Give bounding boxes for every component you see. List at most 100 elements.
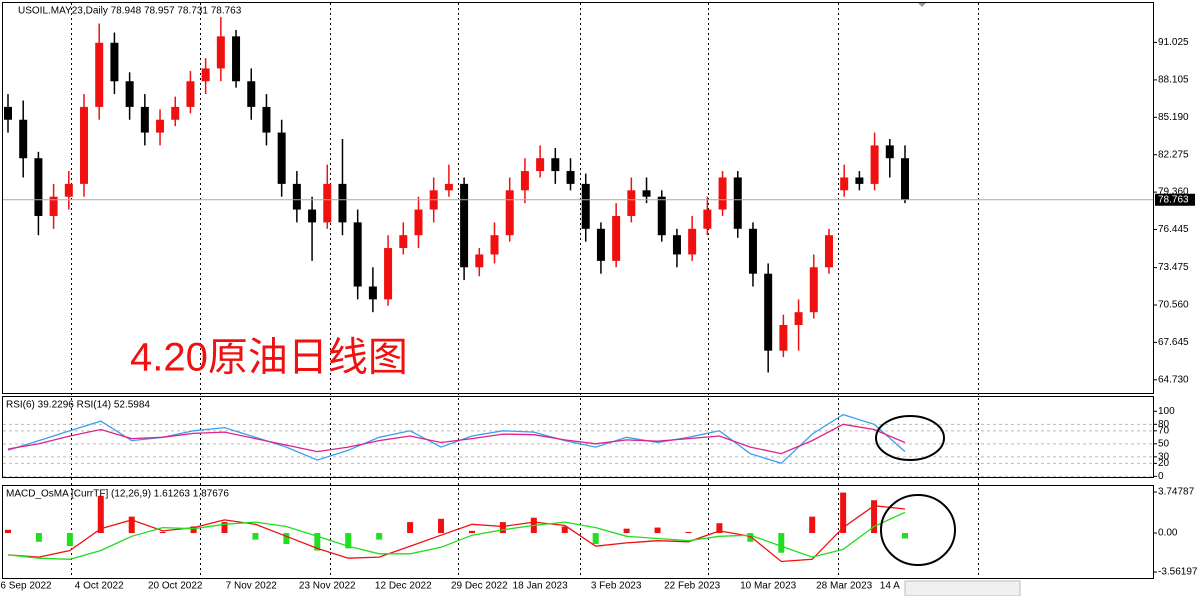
candle-body	[520, 171, 529, 191]
candle-body	[703, 209, 712, 229]
candle-body	[490, 235, 499, 255]
histogram-bar	[283, 533, 290, 544]
candle-body	[323, 183, 332, 223]
y-tick-label: -3.56197	[1158, 567, 1198, 578]
histogram-bar	[499, 522, 506, 534]
candle-body	[657, 196, 666, 236]
x-tick-label: 28 Mar 2023	[816, 581, 873, 592]
candle-body	[718, 177, 727, 210]
y-tick-label: 88.105	[1158, 75, 1189, 86]
candle-body	[840, 177, 849, 191]
candle-body	[642, 190, 651, 197]
macd-title: MACD_OsMA [CurrTF] (12,26,9) 1.61263 1.8…	[6, 489, 229, 500]
candle-body	[779, 325, 788, 351]
y-tick-label: 73.475	[1158, 262, 1189, 273]
indicator-line	[7, 511, 906, 560]
histogram-bar	[716, 523, 723, 534]
histogram-bar	[66, 533, 73, 547]
candle-body	[475, 254, 484, 268]
highlight-circle	[875, 415, 945, 461]
histogram-bar	[314, 533, 321, 551]
main-title: USOIL.MAY23,Daily 78.948 78.957 78.731 7…	[18, 6, 242, 17]
candle-body	[672, 235, 681, 255]
y-tick-label: 0.00	[1158, 528, 1178, 539]
candle-body	[596, 228, 605, 261]
candle-body	[125, 81, 134, 107]
candle-body	[308, 209, 317, 223]
histogram-bar	[685, 531, 692, 534]
x-tick-label: 12 Dec 2022	[375, 581, 432, 592]
histogram-bar	[871, 500, 878, 534]
candle-body	[688, 228, 697, 255]
candle-body	[186, 81, 195, 107]
candle-body	[551, 158, 560, 172]
y-tick-label: 79.360	[1158, 187, 1189, 198]
candle-body	[140, 106, 149, 133]
y-tick-label: 85.190	[1158, 112, 1189, 123]
y-tick-label: 0	[1158, 471, 1164, 482]
highlight-circle	[880, 494, 956, 566]
candle-body	[110, 42, 119, 82]
candle-body	[216, 36, 225, 69]
annotation: 4.20原油日线图	[130, 336, 408, 380]
plot-area: 64.730 67.645 70.560 73.475 76.445 79.360 82.2…	[0, 17, 1198, 592]
candle-body	[34, 158, 43, 216]
candle-body	[581, 183, 590, 229]
histogram-bar	[438, 518, 445, 534]
y-tick-label: 70.560	[1158, 300, 1189, 311]
y-tick-label: 30	[1158, 451, 1170, 462]
y-tick-label: 80	[1158, 419, 1170, 430]
y-tick-label: 70	[1158, 425, 1170, 436]
candle-body	[505, 190, 514, 236]
candle-body	[824, 235, 833, 268]
histogram-bar	[376, 533, 383, 540]
y-tick-label: 82.275	[1158, 149, 1189, 160]
candle-body	[460, 183, 469, 268]
candle-body	[277, 132, 286, 184]
candle-body	[338, 183, 347, 223]
histogram-bar	[345, 533, 352, 549]
candle-body	[870, 145, 879, 184]
main-frame	[2, 2, 1154, 394]
scroll-marker	[918, 3, 926, 7]
histogram-bar	[902, 533, 908, 539]
price-tag	[1155, 193, 1195, 206]
histogram-bar	[468, 530, 475, 534]
histogram-bar	[809, 516, 816, 534]
candle-body	[627, 190, 636, 216]
candle-body	[809, 267, 818, 313]
x-tick-label: 29 Dec 2022	[451, 581, 508, 592]
candle-body	[414, 209, 423, 236]
histogram-bar	[407, 522, 414, 534]
y-tick-label: 91.025	[1158, 37, 1189, 48]
histogram-bar	[840, 492, 847, 534]
x-tick-label: 3 Feb 2023	[591, 581, 642, 592]
panel-frames	[2, 2, 1154, 579]
candle-body	[262, 106, 271, 133]
y-tick-label: 3.74787	[1158, 487, 1195, 498]
candle-body	[444, 183, 453, 191]
period-separators	[71, 3, 979, 578]
histogram-bar	[159, 531, 166, 534]
candle-body	[95, 42, 104, 107]
macd-frame	[2, 485, 1154, 579]
candle-body	[4, 106, 12, 120]
candle-body	[733, 177, 742, 229]
y-tick-label: 67.645	[1158, 337, 1189, 348]
x-tick-label: 20 Oct 2022	[148, 581, 203, 592]
histogram-bar	[221, 522, 228, 534]
window-tab[interactable]	[904, 580, 1021, 596]
candle-body	[536, 158, 545, 172]
candle-body	[80, 106, 89, 184]
candle-body	[566, 171, 575, 184]
candle-body	[612, 215, 621, 261]
histogram-bar	[561, 526, 568, 534]
candle-body	[368, 286, 377, 300]
candle-body	[49, 196, 58, 216]
candle-body	[292, 183, 301, 210]
histogram-bar	[778, 533, 785, 553]
candle-body	[353, 222, 362, 287]
candle-body	[64, 183, 73, 197]
